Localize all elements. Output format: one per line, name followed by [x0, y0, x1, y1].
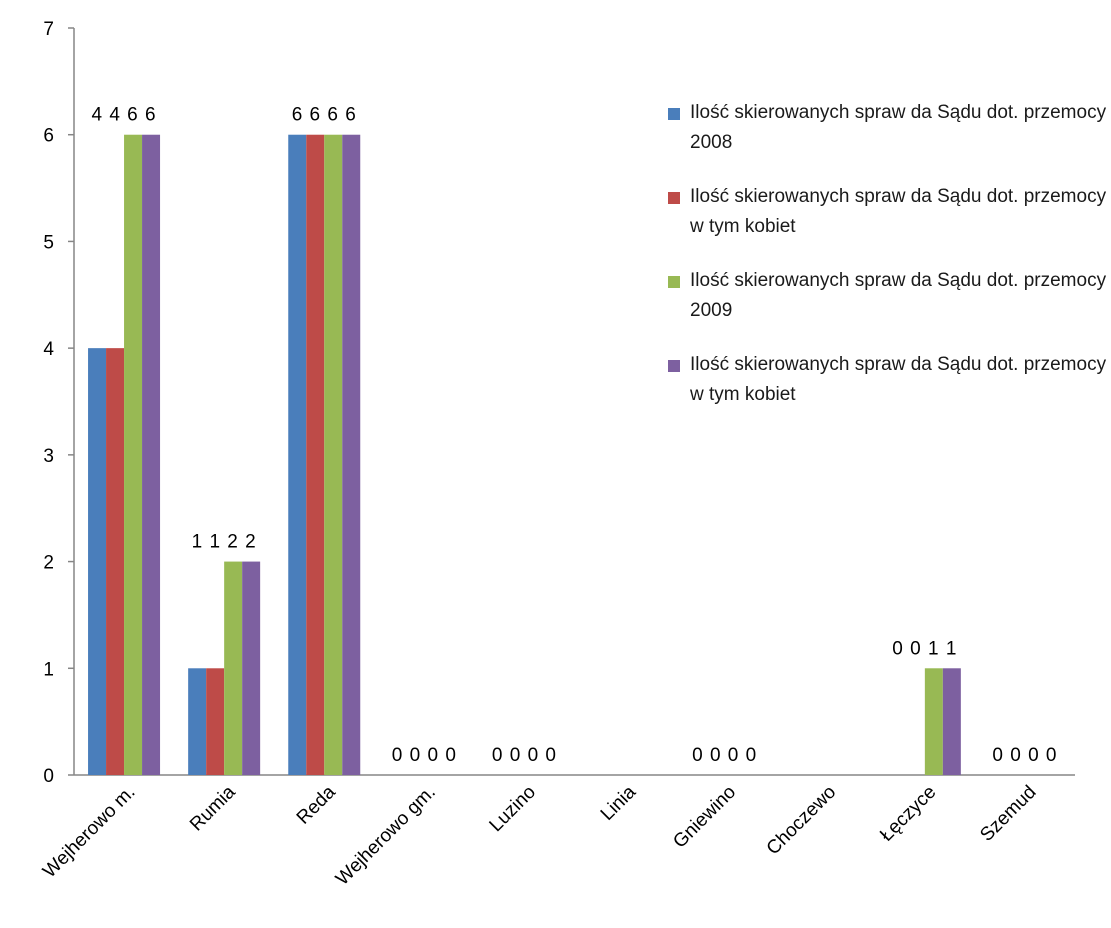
- data-label: 0 0 0 0: [492, 745, 557, 766]
- y-tick-label: 0: [43, 766, 54, 787]
- x-tick-label: Choczewo: [763, 782, 841, 860]
- bar: [106, 348, 125, 775]
- legend: Ilość skierowanych spraw da Sądu dot. pr…: [668, 98, 1108, 434]
- bar: [142, 134, 161, 775]
- legend-item: Ilość skierowanych spraw da Sądu dot. pr…: [668, 182, 1108, 242]
- legend-label: Ilość skierowanych spraw da Sądu dot. pr…: [690, 102, 1107, 153]
- y-tick-label: 4: [43, 339, 54, 360]
- legend-swatch: [668, 276, 680, 288]
- x-tick-label: Rumia: [186, 781, 240, 835]
- data-labels: 4 4 6 6 1 1 2 2 6 6 6 6 0 0 0 0 0 0 0 0 0 0 0…: [91, 105, 1057, 766]
- legend-item: Ilość skierowanych spraw da Sądu dot. pr…: [668, 98, 1108, 158]
- data-label: 0 0 1 1: [892, 638, 957, 659]
- bars: [88, 134, 961, 775]
- data-label: 0 0 0 0: [992, 745, 1057, 766]
- x-tick-label: Łęczyce: [876, 782, 940, 846]
- legend-item: Ilość skierowanych spraw da Sądu dot. pr…: [668, 350, 1108, 410]
- bar: [942, 668, 961, 775]
- legend-label: Ilość skierowanych spraw da Sądu dot. pr…: [690, 186, 1107, 237]
- y-tick-label: 3: [43, 446, 54, 467]
- bar: [924, 668, 943, 775]
- legend-swatch: [668, 192, 680, 204]
- x-tick-label: Linia: [597, 781, 641, 825]
- x-tick-label: Wejherowo m.: [39, 782, 139, 882]
- y-tick-label: 7: [43, 19, 54, 40]
- bar: [188, 668, 207, 775]
- data-label: 6 6 6 6: [292, 105, 357, 126]
- bar: [206, 668, 225, 775]
- legend-swatch: [668, 360, 680, 372]
- data-label: 1 1 2 2: [192, 532, 257, 553]
- x-tick-label: Wejherowo gm.: [332, 782, 440, 890]
- y-axis-ticks: 0 1 2 3 4 5 6 7: [43, 19, 74, 787]
- bar: [124, 134, 143, 775]
- bar: [242, 561, 261, 775]
- data-label: 0 0 0 0: [392, 745, 457, 766]
- x-tick-label: Luzino: [486, 782, 540, 836]
- y-tick-label: 2: [43, 553, 54, 574]
- legend-label: Ilość skierowanych spraw da Sądu dot. pr…: [690, 270, 1107, 321]
- bar: [342, 134, 361, 775]
- legend-item: Ilość skierowanych spraw da Sądu dot. pr…: [668, 266, 1108, 326]
- y-tick-label: 1: [43, 659, 54, 680]
- legend-swatch: [668, 108, 680, 120]
- data-label: 0 0 0 0: [692, 745, 757, 766]
- bar: [288, 134, 307, 775]
- bar: [324, 134, 343, 775]
- x-tick-label: Reda: [293, 781, 340, 828]
- y-tick-label: 5: [43, 232, 54, 253]
- bar: [306, 134, 325, 775]
- bar: [224, 561, 243, 775]
- y-tick-label: 6: [43, 126, 54, 147]
- x-tick-label: Szemud: [976, 782, 1040, 846]
- x-tick-label: Gniewino: [669, 782, 740, 853]
- legend-label: Ilość skierowanych spraw da Sądu dot. pr…: [690, 354, 1107, 405]
- bar: [88, 348, 107, 775]
- data-label: 4 4 6 6: [91, 105, 156, 126]
